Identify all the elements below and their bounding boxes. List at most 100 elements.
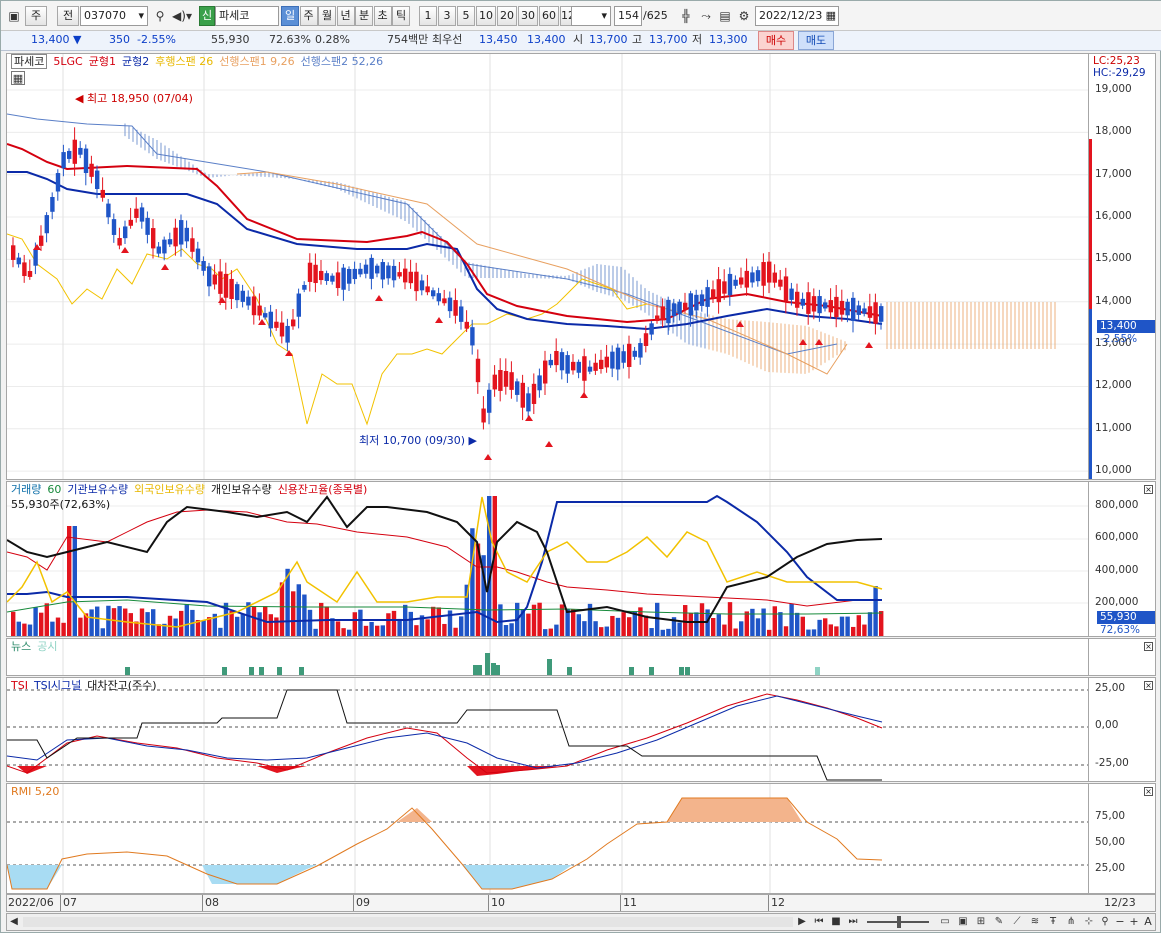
trend-line-icon[interactable]: ⟋	[1013, 916, 1021, 927]
last-page-icon[interactable]: ⏭	[848, 916, 858, 927]
fibonacci-icon[interactable]: ≋	[1030, 916, 1040, 927]
zoom-search-icon[interactable]: ⚲	[1101, 916, 1109, 927]
close-icon[interactable]: ×	[1144, 642, 1153, 651]
zoom-in-icon[interactable]: +	[1129, 915, 1139, 928]
news-chart-svg[interactable]	[7, 639, 1089, 676]
first-page-icon[interactable]: ⏮	[814, 916, 824, 927]
legend-item[interactable]: 외국인보유수량	[134, 483, 205, 496]
chevron-down-icon[interactable]: ▾	[138, 9, 144, 22]
legend-item[interactable]: 60	[47, 483, 62, 496]
scrollbar-track[interactable]	[23, 917, 793, 927]
legend-item[interactable]: TSI	[11, 679, 28, 692]
stock-code-input[interactable]: 037070 ▾	[80, 6, 148, 26]
legend-item[interactable]: 공시	[37, 640, 58, 653]
legend-item[interactable]: 기관보유수량	[67, 483, 129, 496]
legend-item[interactable]: 대차잔고(주수)	[87, 679, 157, 692]
candle-toggle-icon[interactable]: ╬	[682, 9, 690, 23]
ask-price: 13,450	[479, 33, 518, 46]
scroll-right-icon[interactable]: ▶	[798, 916, 806, 927]
interval-button-5[interactable]: 5	[457, 6, 475, 26]
crosshair-icon[interactable]: ⊹	[1084, 916, 1094, 927]
close-icon[interactable]: ×	[1144, 681, 1153, 690]
volume-panel[interactable]: 거래량 60 기관보유수량 외국인보유수량 개인보유수량 신용잔고율(종목별) 55,93…	[6, 481, 1089, 637]
credit-ratio-line	[7, 509, 882, 607]
period-button-0[interactable]: 일	[281, 6, 299, 26]
volume-bar	[447, 610, 453, 636]
credit-badge: 신	[199, 6, 215, 26]
legend-item[interactable]: TSI시그널	[33, 679, 82, 692]
legend-item[interactable]: 뉴스	[11, 640, 32, 653]
candle-body	[615, 347, 621, 370]
date-input[interactable]: 2022/12/23 ▦	[755, 6, 839, 26]
stop-icon[interactable]: ■	[831, 916, 841, 927]
volume-bar	[817, 619, 822, 636]
font-size-icon[interactable]: A	[1144, 915, 1152, 928]
close-icon[interactable]: ×	[1144, 787, 1153, 796]
magnet-icon[interactable]: ⋔	[1066, 916, 1076, 927]
period-button-4[interactable]: 분	[355, 6, 373, 26]
volume-chart-svg[interactable]	[7, 482, 1089, 637]
scroll-left-icon[interactable]: ◀	[10, 916, 18, 927]
interval-button-1[interactable]: 1	[419, 6, 437, 26]
interval-button-10[interactable]: 10	[476, 6, 496, 26]
candle-body	[733, 279, 738, 286]
interval-button-20[interactable]: 20	[497, 6, 517, 26]
close-icon[interactable]: ×	[1144, 485, 1153, 494]
stock-name-field[interactable]: 파세코	[215, 6, 279, 26]
tsi-chart-svg[interactable]	[7, 678, 1089, 782]
rmi-panel[interactable]: RMI 5,20	[6, 783, 1089, 894]
period-button-2[interactable]: 월	[318, 6, 336, 26]
text-tool-icon[interactable]: Ŧ	[1049, 916, 1057, 927]
layout-icon[interactable]: ▣	[8, 9, 20, 23]
legend-item[interactable]: RMI 5,20	[11, 785, 60, 798]
legend-item[interactable]: 선행스팬2 52,26	[300, 55, 384, 68]
volume-bar	[823, 618, 828, 636]
interval-button-60[interactable]: 60	[539, 6, 559, 26]
sound-icon[interactable]: ◀)▾	[172, 9, 192, 23]
split-view-icon[interactable]: ▣	[958, 916, 968, 927]
grid-toggle-icon[interactable]: ▦	[11, 71, 25, 85]
draw-tool-icon[interactable]: ✎	[994, 916, 1004, 927]
zoom-slider-handle[interactable]	[897, 916, 901, 928]
interval-button-3[interactable]: 3	[438, 6, 456, 26]
chevron-down-icon[interactable]: ▾	[601, 9, 607, 22]
period-button-6[interactable]: 틱	[392, 6, 410, 26]
save-icon[interactable]: ▤	[719, 9, 731, 23]
window-layout-icon[interactable]: ▭	[940, 916, 950, 927]
tsi-panel[interactable]: TSI TSI시그널 대차잔고(주수)	[6, 677, 1089, 782]
legend-item[interactable]: 선행스팬1 9,26	[219, 55, 295, 68]
custom-interval-select[interactable]: ▾	[571, 6, 611, 26]
search-icon[interactable]: ⚲	[155, 9, 165, 23]
buy-button[interactable]: 매수	[758, 31, 794, 50]
legend-item[interactable]: 5LGC	[53, 55, 83, 68]
volume-bar	[380, 625, 385, 636]
axis-tick: -25,00	[1095, 757, 1129, 769]
count-input[interactable]: 154	[614, 6, 642, 26]
legend-item[interactable]: 거래량	[11, 483, 42, 496]
volume-bar	[330, 618, 335, 636]
zoom-out-icon[interactable]: −	[1115, 915, 1125, 928]
line-tool-icon[interactable]: ⤳	[701, 9, 711, 23]
legend-item[interactable]: 파세코	[11, 54, 48, 69]
gear-icon[interactable]: ⚙	[738, 9, 750, 23]
period-button-1[interactable]: 주	[299, 6, 318, 26]
legend-item[interactable]: 균형2	[121, 55, 150, 68]
legend-item[interactable]: 균형1	[88, 55, 116, 68]
period-button-3[interactable]: 년	[336, 6, 355, 26]
rmi-chart-svg[interactable]	[7, 784, 1089, 894]
tile-view-icon[interactable]: ⊞	[976, 916, 986, 927]
legend-item[interactable]: 신용잔고율(종목별)	[277, 483, 368, 496]
individual-holding-line	[7, 495, 883, 623]
x-axis-label: 12/23	[1104, 896, 1136, 909]
interval-button-30[interactable]: 30	[518, 6, 538, 26]
news-panel[interactable]: 뉴스 공시	[6, 638, 1089, 676]
price-chart-svg[interactable]	[7, 54, 1089, 480]
legend-item[interactable]: 개인보유수량	[210, 483, 272, 496]
chart-type-button[interactable]: 주	[25, 6, 47, 26]
period-button-5[interactable]: 초	[373, 6, 392, 26]
legend-item[interactable]: 후행스팬 26	[155, 55, 214, 68]
prev-button[interactable]: 전	[57, 6, 79, 26]
calendar-icon[interactable]: ▦	[825, 9, 836, 22]
sell-button[interactable]: 매도	[798, 31, 834, 50]
price-panel[interactable]: 파세코 5LGC 균형1 균형2 후행스팬 26 선행스팬1 9,26 선행스팬2 52,2…	[6, 53, 1089, 480]
